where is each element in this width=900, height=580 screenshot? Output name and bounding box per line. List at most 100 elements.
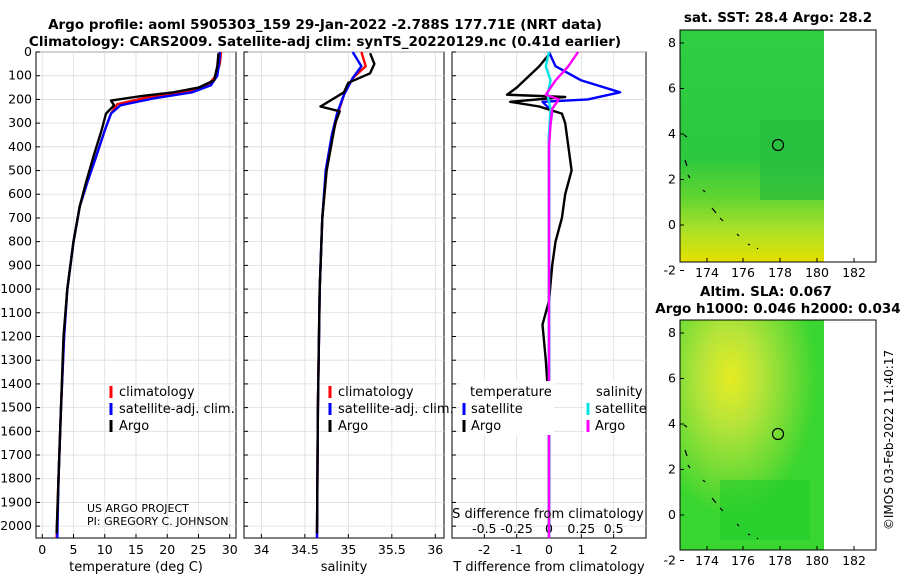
y-tick-label: 500 [8,163,32,178]
sst-cool-patch [760,120,824,200]
map-x-tick-label: 176 [731,553,755,568]
y-tick-label: 1100 [0,305,32,320]
y-tick-label: 700 [8,210,32,225]
map-y-tick-label: -2 [664,263,676,278]
series-argo [55,53,220,534]
series-climatology [315,51,367,539]
x-tick-label: 10 [97,542,113,557]
y-tick-label: 1600 [0,423,32,438]
map-x-tick-label: 182 [842,553,866,568]
x-tick-label: -2 [478,542,490,557]
series-argo-salinity- [544,51,580,538]
y-tick-label: 1800 [0,471,32,486]
y-tick-label: 0 [24,44,32,59]
map-x-tick-label: 174 [695,265,719,280]
map-y-tick-label: 0 [668,217,676,232]
map-x-tick-label: 176 [731,265,755,280]
legend-satellite-adj: satellite-adj. clim. [119,402,235,417]
legend-argo: Argo [119,419,149,434]
series-satellite-adj-clim- [315,51,363,539]
x-tick-label: 0 [545,542,553,557]
sdiff-xlabel: S difference from climatology [452,507,644,522]
legend-argo-t: Argo [471,419,501,434]
map-y-tick-label: 8 [668,325,676,340]
map-x-tick-label: 180 [805,265,829,280]
title-line1: Argo profile: aoml 5905303_159 29-Jan-20… [48,17,602,33]
x2-tick-label: 0.25 [567,521,595,536]
sla-low-region [720,480,810,540]
x-tick-label: 34 [253,542,269,557]
temperature-xlabel: temperature (deg C) [69,560,203,575]
y-tick-label: 1400 [0,376,32,391]
map-tick-labels: 174 176 178 180 182 8 6 4 2 0 -2 174 176 178 180 182 8 6 4… [664,35,866,568]
tdiff-xlabel: T difference from climatology [452,560,645,575]
y-tick-label: 2000 [0,518,32,533]
legend-temperature: climatology satellite-adj. clim. Argo [109,385,235,434]
y-tick-label: 1200 [0,328,32,343]
map-y-tick-label: 6 [668,81,676,96]
x-tick-label: 2 [610,542,618,557]
y-tick-label: 1300 [0,352,32,367]
tick-labels: 0100200300400500600700800900100011001200… [0,44,623,557]
map-x-tick-label: 180 [805,553,829,568]
y-tick-label: 1700 [0,447,32,462]
legend-satellite-adj: satellite-adj. clim. [338,402,454,417]
x-tick-label: 0 [38,542,46,557]
map-x-tick-label: 178 [768,265,792,280]
coastline [683,424,759,540]
sst-map-frame [679,29,877,263]
y-tick-label: 900 [8,257,32,272]
legend-satellite-t: satellite [471,402,523,417]
legend-climatology: climatology [338,385,414,400]
gridlines [36,51,646,538]
y-tick-label: 100 [8,68,32,83]
x-tick-label: -1 [510,542,522,557]
legend-climatology: climatology [119,385,195,400]
x2-tick-label: -0.5 [472,521,496,536]
salinity-panel-frame [243,51,445,539]
map-y-tick-label: 0 [668,507,676,522]
map-y-tick-label: 2 [668,172,676,187]
x-tick-label: 35.5 [378,542,406,557]
map-x-tick-label: 174 [695,553,719,568]
sst-map [679,29,877,263]
legend-salinity-heading: salinity [596,385,643,400]
legend-bg [460,381,554,435]
salinity-xlabel: salinity [321,560,368,575]
argo-position-marker [771,427,785,441]
copyright-stamp: ©IMOS 03-Feb-2022 11:40:17 [882,350,896,530]
x-tick-label: 5 [70,542,78,557]
map-y-tick-label: 4 [668,416,676,431]
map-y-tick-label: 4 [668,126,676,141]
x-tick-label: 34.5 [291,542,319,557]
y-tick-label: 400 [8,139,32,154]
x-tick-label: 30 [222,542,238,557]
title-line2: Climatology: CARS2009. Satellite-adj cli… [29,34,621,50]
legend-temperature-heading: temperature [470,385,552,400]
sla-map [679,319,877,551]
legend-salinity: climatology satellite-adj. clim. Argo [328,385,454,434]
project-line2: PI: GREGORY C. JOHNSON [87,515,228,528]
series-argo [315,52,376,534]
x-tick-label: 20 [159,542,175,557]
legend-difference: temperature salinity satellite Argo sate… [460,381,647,435]
x-tick-label: 25 [191,542,207,557]
legend-satellite-s: satellite [595,402,647,417]
y-tick-label: 600 [8,186,32,201]
map-y-tick-label: 2 [668,462,676,477]
sla-map-title2: Argo h1000: 0.046 h2000: 0.034 [655,301,900,317]
map-x-tick-label: 182 [842,265,866,280]
map-x-tick-label: 178 [768,553,792,568]
sla-map-title1: Altim. SLA: 0.067 [700,284,832,300]
y-tick-label: 1900 [0,494,32,509]
x-tick-label: 15 [128,542,144,557]
sst-map-title: sat. SST: 28.4 Argo: 28.2 [684,10,872,26]
x2-tick-label: -0.25 [500,521,532,536]
legend-bg [584,381,644,435]
project-line1: US ARGO PROJECT [87,502,189,515]
x-tick-label: 1 [577,542,585,557]
x-tick-label: 35 [340,542,356,557]
y-tick-label: 1500 [0,400,32,415]
y-tick-label: 1000 [0,281,32,296]
